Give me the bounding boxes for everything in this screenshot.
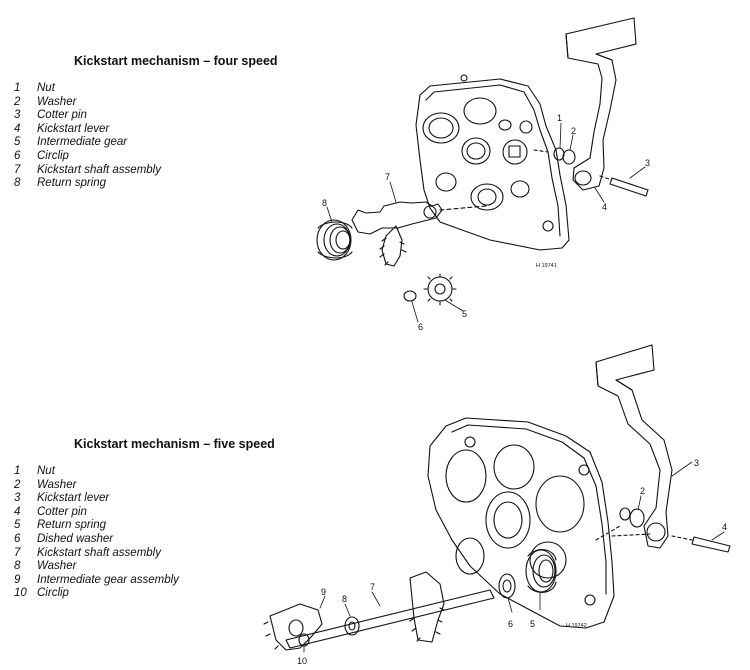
legend-item: 4 Kickstart lever (14, 123, 161, 137)
legend-label: Intermediate gear assembly (37, 573, 179, 586)
dished-washer (498, 573, 516, 599)
callout-5: 5 (462, 309, 467, 319)
kickstart-lever (565, 17, 637, 191)
legend-item: 3 Kickstart lever (14, 492, 179, 506)
five-speed-drawing (263, 344, 731, 653)
legend-label: Kickstart lever (37, 492, 110, 505)
callout-2: 2 (640, 486, 645, 496)
legend-label: Circlip (37, 149, 69, 162)
legend-item: 6 Circlip (14, 150, 161, 164)
legend-number: 9 (14, 573, 21, 586)
kickstart-shaft-assembly (285, 589, 495, 649)
legend-label: Kickstart lever (37, 122, 110, 135)
legend-item: 4 Cotter pin (14, 506, 179, 520)
legend-item: 6 Dished washer (14, 533, 179, 547)
legend-item: 1 Nut (14, 82, 161, 96)
four-speed-legend: 1 Nut 2 Washer 3 Cotter pin 4 Kickstart leve… (14, 82, 161, 191)
legend-item: 1 Nut (14, 465, 179, 479)
legend-number: 7 (14, 546, 21, 559)
callout-10: 10 (297, 656, 307, 666)
legend-item: 8 Washer (14, 560, 179, 574)
intermediate-gear-assembly (269, 603, 323, 651)
legend-item: 3 Cotter pin (14, 109, 161, 123)
callout-4: 4 (722, 522, 727, 532)
legend-item: 8 Return spring (14, 177, 161, 191)
washer (562, 149, 576, 165)
legend-item: 5 Intermediate gear (14, 136, 161, 150)
legend-label: Cotter pin (37, 109, 87, 122)
callout-3: 3 (694, 458, 699, 468)
legend-number: 8 (14, 560, 21, 573)
callout-2: 2 (571, 126, 576, 136)
legend-number: 2 (14, 478, 21, 491)
five-speed-legend: 1 Nut 2 Washer 3 Kickstart lever 4 Cotter pi… (14, 465, 179, 601)
five-speed-title: Kickstart mechanism – five speed (74, 437, 275, 451)
legend-item: 2 Washer (14, 96, 161, 110)
callout-1: 1 (557, 113, 562, 123)
figure-reference: H 19742 (566, 623, 587, 629)
nut (619, 507, 631, 521)
legend-number: 4 (14, 505, 21, 518)
legend-label: Nut (37, 82, 55, 94)
legend-label: Dished washer (37, 532, 114, 545)
callout-8: 8 (322, 198, 327, 208)
legend-label: Kickstart shaft assembly (37, 163, 161, 176)
washer (344, 616, 360, 636)
return-spring (316, 219, 352, 261)
intermediate-gear (427, 276, 453, 302)
callout-6: 6 (418, 322, 423, 332)
legend-label: Return spring (37, 519, 107, 532)
legend-label: Circlip (37, 587, 69, 600)
callout-7: 7 (385, 172, 390, 182)
legend-label: Intermediate gear (37, 136, 128, 149)
gearbox-casing (427, 417, 615, 629)
legend-number: 5 (14, 136, 21, 149)
legend-label: Return spring (37, 177, 107, 190)
legend-label: Washer (37, 95, 77, 108)
legend-label: Kickstart shaft assembly (37, 546, 161, 559)
circlip (403, 290, 417, 302)
return-spring (525, 549, 557, 593)
legend-number: 1 (14, 82, 21, 94)
four-speed-drawing (316, 17, 649, 323)
kickstart-shaft-assembly (351, 201, 443, 235)
legend-number: 8 (14, 177, 21, 190)
legend-item: 5 Return spring (14, 519, 179, 533)
figure-reference: H 19741 (536, 263, 557, 269)
callout-5: 5 (530, 619, 535, 629)
legend-number: 3 (14, 109, 21, 122)
legend-label: Washer (37, 478, 77, 491)
legend-item: 2 Washer (14, 479, 179, 493)
legend-number: 10 (14, 587, 27, 600)
legend-label: Nut (37, 465, 55, 477)
legend-item: 10 Circlip (14, 587, 179, 601)
legend-number: 3 (14, 492, 21, 505)
legend-number: 6 (14, 149, 21, 162)
cotter-pin (609, 177, 649, 197)
callout-3: 3 (645, 158, 650, 168)
legend-number: 6 (14, 532, 21, 545)
callout-6: 6 (508, 619, 513, 629)
callout-9: 9 (321, 587, 326, 597)
legend-number: 5 (14, 519, 21, 532)
legend-label: Washer (37, 560, 77, 573)
legend-number: 2 (14, 95, 21, 108)
callout-8: 8 (342, 594, 347, 604)
washer (629, 508, 645, 528)
four-speed-title: Kickstart mechanism – four speed (74, 54, 278, 68)
legend-item: 9 Intermediate gear assembly (14, 574, 179, 588)
legend-number: 1 (14, 465, 21, 477)
cotter-pin (691, 536, 731, 553)
legend-item: 7 Kickstart shaft assembly (14, 547, 179, 561)
legend-number: 7 (14, 163, 21, 176)
gearbox-casing (415, 78, 570, 251)
nut (553, 147, 565, 161)
legend-number: 4 (14, 122, 21, 135)
legend-label: Cotter pin (37, 505, 87, 518)
callout-4: 4 (602, 202, 607, 212)
callout-7: 7 (370, 582, 375, 592)
legend-item: 7 Kickstart shaft assembly (14, 164, 161, 178)
